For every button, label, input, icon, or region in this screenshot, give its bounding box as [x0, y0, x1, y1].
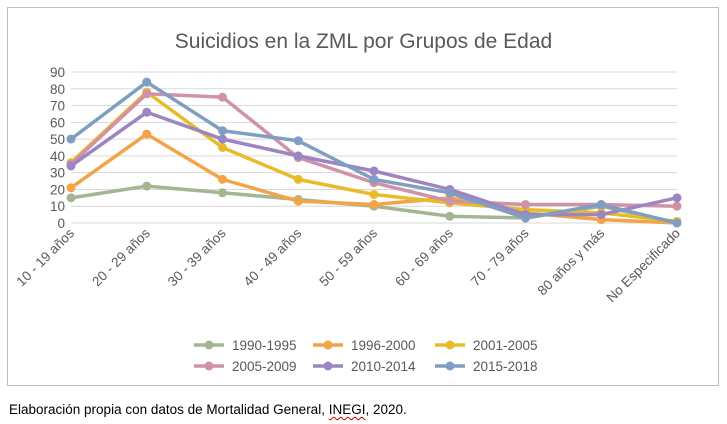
data-point	[369, 189, 379, 199]
legend-item: 1996-2000	[313, 338, 416, 353]
data-point	[445, 211, 455, 221]
data-point	[293, 151, 303, 161]
legend-item: 2010-2014	[313, 359, 416, 374]
data-point	[521, 213, 530, 223]
x-tick-label: 30 - 39 años	[165, 225, 229, 289]
data-point	[142, 89, 152, 99]
legend-label: 2001-2005	[473, 338, 538, 353]
data-point	[369, 166, 379, 176]
legend-marker	[323, 340, 333, 350]
x-tick-label: No Especificado	[604, 226, 684, 306]
y-tick-label: 40	[50, 149, 65, 164]
data-point	[66, 193, 76, 203]
data-point	[293, 136, 303, 146]
legend-label: 2005-2009	[232, 359, 297, 374]
data-point	[596, 210, 606, 220]
legend-item: 1990-1995	[194, 338, 297, 353]
caption-text: Elaboración propia con datos de Mortalid…	[9, 402, 329, 417]
y-tick-label: 60	[50, 115, 65, 130]
gridlines	[71, 71, 677, 224]
legend: 1990-1995 1996-2000 2001-2005 2005-2009 2010…	[194, 338, 538, 374]
legend-marker	[204, 361, 214, 371]
data-point	[218, 126, 227, 136]
data-point	[672, 201, 682, 211]
y-tick-label: 30	[50, 166, 65, 181]
x-tick-label: 50 - 59 años	[316, 225, 380, 289]
y-tick-label: 0	[57, 216, 65, 231]
data-point	[218, 143, 227, 152]
data-point	[66, 161, 76, 171]
y-tick-label: 70	[50, 99, 65, 114]
legend-marker	[445, 340, 455, 350]
x-tick-label: 60 - 69 años	[392, 225, 456, 289]
legend-item: 2001-2005	[435, 338, 538, 353]
data-point	[66, 183, 76, 193]
chart-frame	[7, 7, 719, 386]
data-point	[672, 193, 682, 203]
data-point	[445, 196, 455, 206]
y-tick-label: 90	[50, 65, 65, 80]
data-point	[293, 196, 303, 206]
data-point	[445, 188, 455, 198]
legend-marker	[323, 361, 333, 371]
x-tick-label: 10 - 19 años	[13, 225, 77, 289]
x-tick-label: 70 - 79 años	[468, 225, 532, 289]
legend-marker	[445, 361, 455, 371]
chart-title: Suicidios en la ZML por Grupos de Edad	[174, 30, 553, 53]
legend-label: 1996-2000	[351, 338, 416, 353]
data-point	[142, 77, 152, 87]
data-point	[672, 218, 682, 228]
y-tick-label: 10	[50, 199, 65, 214]
caption-inegi: INEGI	[328, 402, 366, 417]
data-point	[218, 134, 227, 144]
caption-year: , 2020.	[365, 402, 407, 417]
series-2010-2014	[66, 107, 682, 220]
data-point	[218, 174, 227, 184]
data-point	[521, 200, 530, 210]
legend-item: 2015-2018	[435, 359, 538, 374]
data-point	[369, 200, 379, 210]
data-point	[596, 200, 606, 210]
data-point	[142, 107, 152, 117]
data-point	[142, 181, 152, 191]
data-point	[218, 188, 227, 198]
data-point	[369, 174, 379, 184]
y-tick-label: 20	[50, 182, 65, 197]
data-point	[293, 174, 303, 184]
legend-label: 1990-1995	[232, 338, 297, 353]
x-tick-label: 20 - 29 años	[89, 225, 153, 289]
source-caption: Elaboración propia con datos de Mortalid…	[9, 402, 407, 417]
x-tick-label: 40 - 49 años	[241, 225, 305, 289]
legend-marker	[204, 340, 214, 350]
series-2015-2018	[66, 77, 682, 228]
x-axis-ticks: 10 - 19 años 20 - 29 años 30 - 39 años 40 -…	[13, 225, 683, 305]
y-tick-label: 80	[50, 82, 65, 97]
data-point	[218, 92, 227, 102]
y-tick-label: 50	[50, 132, 65, 147]
series-lines	[66, 77, 682, 228]
data-point	[66, 134, 76, 144]
x-tick-label: 80 años y más	[535, 225, 608, 298]
legend-label: 2015-2018	[473, 359, 538, 374]
legend-item: 2005-2009	[194, 359, 297, 374]
series-line	[69, 110, 679, 217]
data-point	[142, 129, 152, 139]
legend-label: 2010-2014	[351, 359, 416, 374]
